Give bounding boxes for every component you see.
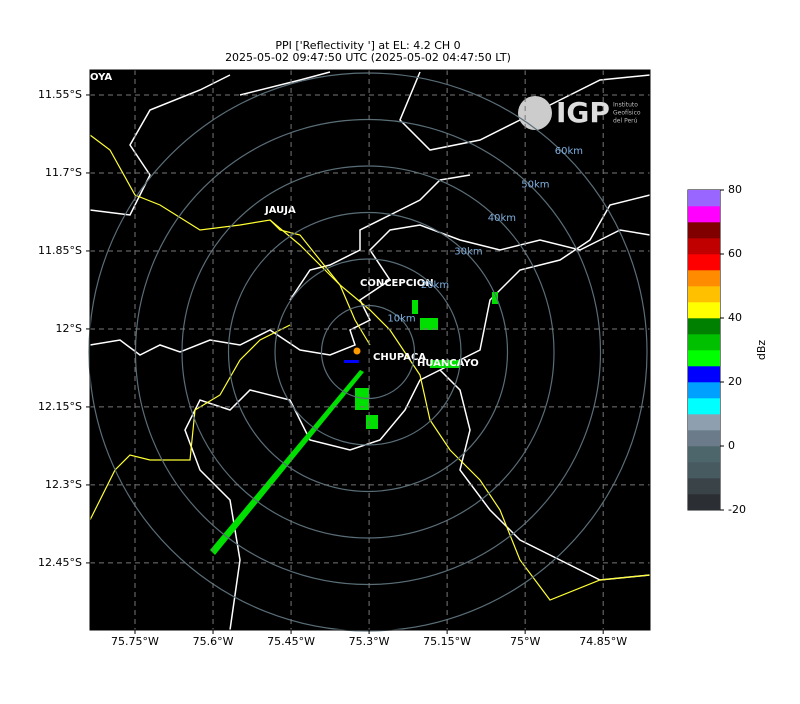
colorbar-segment <box>688 494 720 511</box>
colorbar-segment <box>688 430 720 447</box>
city-label: CHUPACA <box>373 352 426 363</box>
range-label: 20km <box>421 280 449 291</box>
range-ring <box>181 165 555 539</box>
colorbar-segment <box>688 398 720 415</box>
title-line: PPI ['Reflectivity '] at EL: 4.2 CH 0 <box>275 39 460 52</box>
x-tick-label: 74.85°W <box>579 635 627 648</box>
range-label: 30km <box>454 247 482 258</box>
colorbar-segment <box>688 366 720 383</box>
colorbar-segment <box>688 206 720 223</box>
range-ring <box>88 72 648 632</box>
borders <box>89 71 651 631</box>
range-label: 60km <box>555 146 583 157</box>
range-ring <box>227 211 509 493</box>
map-layer: OYA JAUJA CONCEPCION CHUPACA HUANCAYO IG… <box>88 70 651 632</box>
x-tick-label: 75.45°W <box>267 635 315 648</box>
y-tick-label: 12°S <box>56 322 82 335</box>
range-ring <box>134 118 602 586</box>
range-label: 10km <box>387 314 415 325</box>
logo-text: Geofísico <box>613 110 641 117</box>
colorbar-segment <box>688 270 720 287</box>
colorbar-tick-label: 0 <box>728 439 735 452</box>
logo-text: Instituto <box>613 102 638 109</box>
colorbar-segment <box>688 334 720 351</box>
colorbar-segment <box>688 286 720 303</box>
y-tick-label: 12.15°S <box>38 400 82 413</box>
logo-emblem <box>518 96 552 130</box>
colorbar-segment <box>688 222 720 239</box>
colorbar-segment <box>688 446 720 463</box>
colorbar-segment <box>688 414 720 431</box>
colorbar-tick-label: 20 <box>728 375 742 388</box>
colorbar-segment <box>688 238 720 255</box>
radar-site <box>353 347 361 355</box>
colorbar-label: dBz <box>755 340 768 361</box>
colorbar-tick-label: 60 <box>728 247 742 260</box>
colorbar-tick-label: -20 <box>728 503 746 516</box>
x-tick-label: 75.6°W <box>193 635 234 648</box>
colorbar-segment <box>688 302 720 319</box>
colorbar-tick-label: 80 <box>728 183 742 196</box>
city-label: HUANCAYO <box>417 358 479 369</box>
range-label: 40km <box>488 213 516 224</box>
range-label: 50km <box>521 180 549 191</box>
x-tick-label: 75.75°W <box>111 635 159 648</box>
city-label: OYA <box>90 72 112 83</box>
y-tick-label: 11.85°S <box>38 244 82 257</box>
x-tick-label: 75.15°W <box>423 635 471 648</box>
colorbar-tick-label: 40 <box>728 311 742 324</box>
x-tick-label: 75.3°W <box>349 635 390 648</box>
colorbar-segment <box>688 462 720 479</box>
colorbar-segment <box>688 350 720 367</box>
range-ring <box>320 304 416 400</box>
colorbar-segment <box>688 190 720 207</box>
y-tick-label: 11.55°S <box>38 88 82 101</box>
map-frame <box>89 69 651 631</box>
y-tick-label: 12.3°S <box>45 478 82 491</box>
colorbar-segment <box>688 318 720 335</box>
colorbar-segment <box>688 254 720 271</box>
city-label: CONCEPCION <box>360 278 434 289</box>
colorbar-segment <box>688 478 720 495</box>
logo-text: del Perú <box>613 118 638 125</box>
range-ring <box>274 258 462 446</box>
colorbar-segment <box>688 382 720 399</box>
title-line: 2025-05-02 09:47:50 UTC (2025-05-02 04:4… <box>225 51 511 64</box>
city-label: JAUJA <box>264 205 296 216</box>
logo-mark: IGP <box>556 96 610 129</box>
y-tick-label: 12.45°S <box>38 556 82 569</box>
x-tick-label: 75°W <box>510 635 540 648</box>
echoes <box>210 292 498 555</box>
y-tick-label: 11.7°S <box>45 166 82 179</box>
